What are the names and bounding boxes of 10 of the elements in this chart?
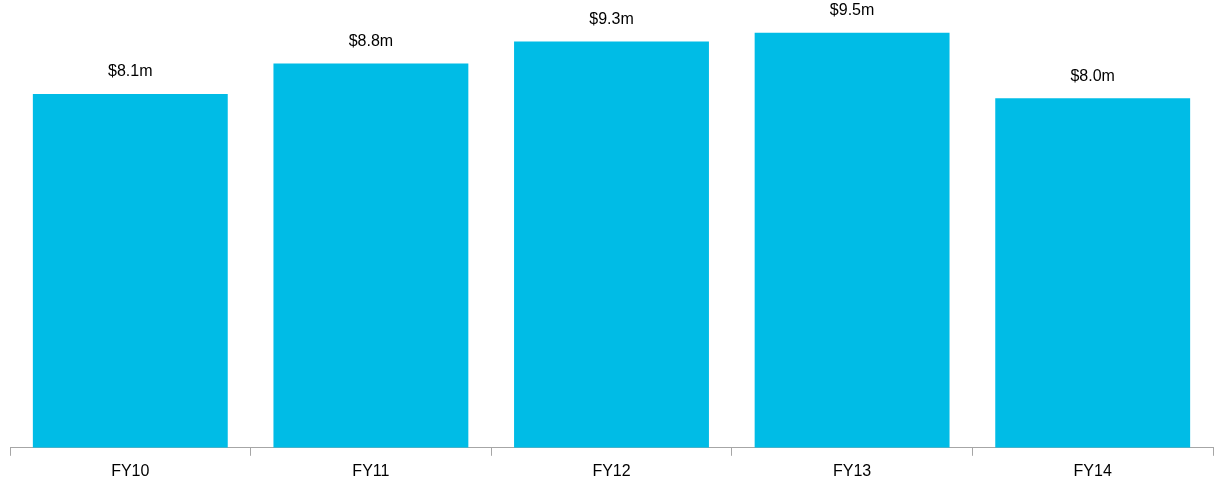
- x-tick-label: FY14: [1073, 461, 1112, 479]
- data-label: $9.5m: [829, 1, 875, 19]
- data-label: $8.0m: [1070, 66, 1115, 84]
- x-tick-label: FY11: [352, 461, 390, 479]
- data-label: $9.3m: [589, 9, 634, 27]
- data-label: $8.8m: [348, 31, 394, 49]
- x-tick-label: FY10: [111, 461, 150, 479]
- x-tick-label: FY13: [832, 461, 872, 479]
- data-label: $8.1m: [108, 62, 153, 80]
- x-tick-label: FY12: [592, 461, 631, 479]
